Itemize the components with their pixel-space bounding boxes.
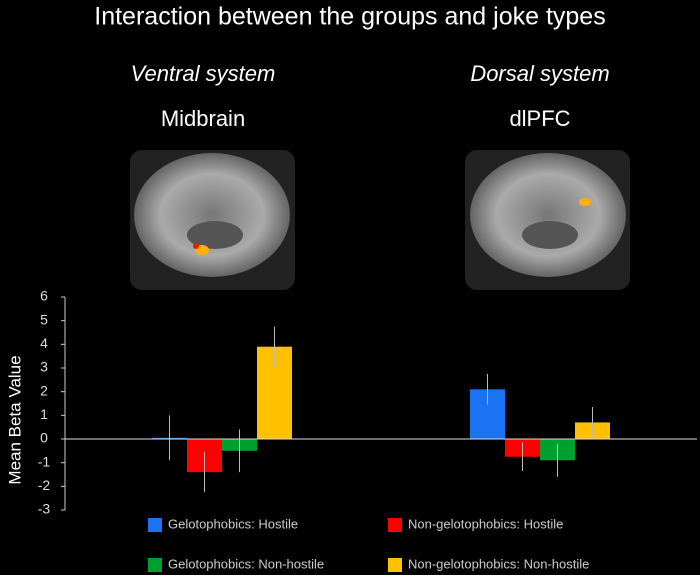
y-tick-label: 6 <box>40 288 48 304</box>
legend-swatch <box>388 518 402 532</box>
legend-label: Gelotophobics: Non-hostile <box>168 556 324 571</box>
y-tick-label: -1 <box>38 453 51 469</box>
y-tick-label: -3 <box>38 501 51 517</box>
system-label: Dorsal system <box>470 61 609 86</box>
brain-image <box>465 150 630 290</box>
y-tick-label: 2 <box>40 382 48 398</box>
legend-label: Non-gelotophobics: Non-hostile <box>408 556 589 571</box>
y-tick-label: -2 <box>38 477 51 493</box>
legend-swatch <box>148 558 162 572</box>
system-label: Ventral system <box>131 61 276 86</box>
y-tick-label: 1 <box>40 406 48 422</box>
region-label: Midbrain <box>161 106 245 131</box>
y-tick-label: 3 <box>40 359 48 375</box>
y-tick-label: 5 <box>40 311 48 327</box>
region-label: dlPFC <box>509 106 570 131</box>
legend-label: Gelotophobics: Hostile <box>168 516 298 531</box>
legend-label: Non-gelotophobics: Hostile <box>408 516 563 531</box>
y-tick-label: 0 <box>40 430 48 446</box>
y-tick-label: 4 <box>40 335 48 351</box>
y-axis-title: Mean Beta Value <box>5 355 24 484</box>
chart-title: Interaction between the groups and joke … <box>94 3 605 31</box>
legend-swatch <box>388 558 402 572</box>
brain-image <box>130 150 295 290</box>
legend-swatch <box>148 518 162 532</box>
